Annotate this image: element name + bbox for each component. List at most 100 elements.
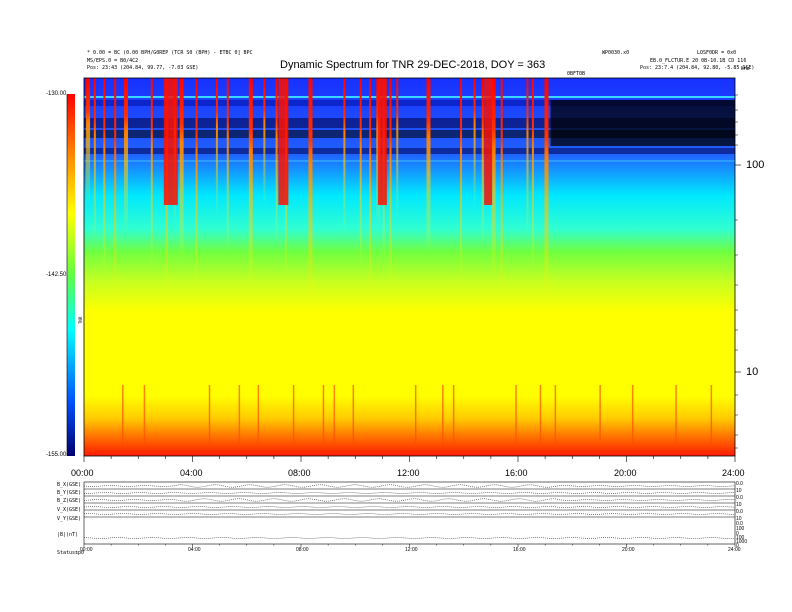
colorbar-tick-top: -130.00	[46, 91, 67, 97]
low-spike-3	[238, 385, 241, 445]
x-tick-0800: 08:00	[288, 468, 311, 478]
panel-label-vx: V_X(GSE)	[57, 507, 82, 513]
panel-trace-0	[83, 484, 736, 488]
panel-trace-3	[83, 506, 736, 508]
panel-trace-2	[83, 498, 736, 502]
low-spike-9	[414, 385, 417, 445]
panel-label-bz: B_Z(GSE)	[57, 498, 82, 504]
panel-right-tick-9: 100	[736, 535, 745, 541]
panel-right-tick-3: 10	[736, 502, 742, 508]
cyan-line	[84, 96, 735, 98]
low-spike-11	[452, 385, 455, 445]
panel-label-b: |B|(nT)	[57, 532, 79, 538]
burst-27	[481, 78, 484, 244]
burst-1	[93, 78, 96, 242]
burst-13	[263, 78, 266, 206]
low-spike-17	[675, 385, 677, 445]
colorbar-tick-mid: -142.50	[46, 272, 67, 278]
burst-31	[531, 78, 534, 272]
panel-trace-4	[83, 513, 736, 515]
major-burst-1	[278, 78, 289, 205]
cyan-line-2	[84, 160, 735, 162]
panel-label-vy: V_Y(GSE)	[57, 516, 82, 522]
low-spike-14	[554, 385, 557, 445]
header-info-line2: MS/EPS.0 = B0/4C2	[87, 58, 139, 64]
panel-trace-5	[83, 537, 736, 539]
header-info-line1: * 0.00 = BC (0.00 BPH/G0REP (TCR S0 (BPH…	[87, 50, 253, 56]
burst-11	[226, 78, 229, 252]
dark-bands	[84, 96, 735, 162]
major-burst-3	[484, 78, 493, 205]
panel-right-tick-10: 1000	[736, 539, 748, 545]
burst-4	[124, 78, 129, 233]
burst-29	[500, 78, 503, 318]
dark-band-3	[84, 148, 735, 154]
burst-2	[103, 78, 106, 279]
panel-x-tick-2: 08:00	[296, 547, 309, 553]
burst-19	[369, 78, 372, 308]
burst-25	[460, 78, 463, 290]
panel-right-tick-0: 0.0	[736, 481, 743, 487]
low-spike-15	[599, 385, 601, 445]
colorbar-tick-bottom: -155.00	[46, 452, 67, 458]
dark-band-1	[84, 118, 735, 128]
burst-9	[195, 78, 198, 298]
panel-label-bx: B_X(GSE)	[57, 482, 82, 488]
panel-right-tick-4: 0.0	[736, 509, 743, 515]
x-tick-2000: 20:00	[614, 468, 637, 478]
panel-right-tick-8: 0	[736, 531, 739, 537]
panel-right-tick-1: 10	[736, 488, 742, 494]
burst-3	[114, 78, 117, 316]
y-tick-100: 100	[746, 159, 765, 171]
burst-5	[150, 78, 153, 270]
dark-band-0	[84, 100, 735, 106]
x-tick-1600: 16:00	[505, 468, 528, 478]
header-position-right: Pos: 23:7.4 (204.84, 92.80, -5.85 GSE)	[640, 65, 755, 71]
x-tick-1200: 12:00	[397, 468, 420, 478]
burst-23	[396, 78, 399, 216]
header-info-right-a: WP0030.x0	[602, 50, 630, 56]
y-axis-unit-label: kHz	[741, 66, 750, 72]
panel-x-tick-4: 16:00	[513, 547, 526, 553]
low-spike-2	[208, 385, 211, 445]
dark-band-2	[84, 130, 735, 138]
low-spike-6	[322, 385, 325, 445]
burst-32	[544, 78, 549, 309]
panel-right-tick-7: 100	[736, 526, 745, 532]
major-burst-0	[163, 78, 178, 205]
panels-frame	[83, 481, 736, 545]
burst-22	[389, 78, 392, 299]
panel-trace-1	[83, 492, 736, 494]
panel-right-tick-5: 10	[736, 516, 742, 522]
y-tick-10: 10	[746, 366, 759, 378]
footer-status-value: sp0	[75, 550, 85, 556]
x-tick-2400: 24:00	[722, 468, 745, 478]
burst-18	[359, 78, 362, 271]
panel-right-tick-2: 0.0	[736, 495, 743, 501]
low-spike-12	[515, 385, 517, 445]
burst-8	[179, 78, 184, 261]
low-spike-1	[143, 385, 146, 445]
low-spike-4	[257, 385, 260, 445]
burst-14	[275, 78, 278, 243]
low-spike-10	[442, 385, 444, 445]
burst-12	[248, 78, 253, 289]
low-spike-0	[121, 385, 124, 445]
burst-28	[491, 78, 496, 281]
quiet-dark-region	[550, 100, 735, 146]
header-position-left: Pos: 23:43 (204.84, 99.77, -7.03 GSE)	[87, 65, 199, 71]
low-spike-5	[292, 385, 295, 445]
low-spike-16	[631, 385, 634, 445]
burst-24	[426, 78, 431, 253]
x-tick-0400: 04:00	[180, 468, 203, 478]
panel-x-tick-1: 04:00	[188, 547, 201, 553]
low-spike-18	[710, 385, 713, 445]
panel-right-tick-6: 0.0	[736, 521, 743, 527]
footer-status-label: Status:	[57, 550, 79, 556]
burst-30	[526, 78, 529, 235]
bursts	[86, 78, 713, 445]
low-spike-13	[539, 385, 542, 445]
burst-16	[308, 78, 313, 317]
